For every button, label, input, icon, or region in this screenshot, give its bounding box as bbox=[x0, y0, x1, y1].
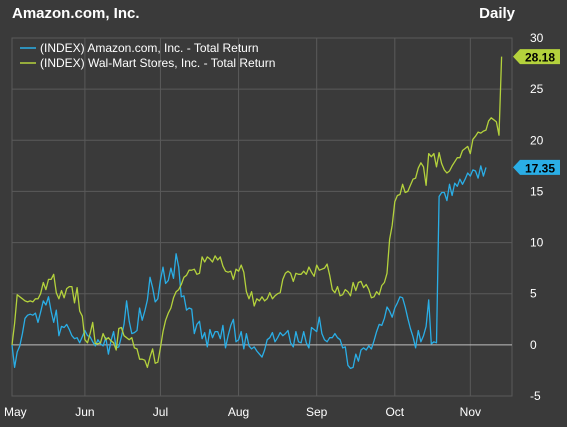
y-tick-label: 10 bbox=[530, 236, 544, 250]
walmart-last-value-badge-shape bbox=[513, 49, 560, 65]
x-tick-label: Nov bbox=[460, 405, 481, 419]
y-tick-label: -5 bbox=[530, 389, 541, 403]
y-tick-label: 15 bbox=[530, 184, 544, 198]
x-tick-label: Aug bbox=[228, 405, 249, 419]
y-tick-label: 5 bbox=[530, 287, 537, 301]
legend-entry-walmart: (INDEX) Wal-Mart Stores, Inc. - Total Re… bbox=[40, 56, 275, 70]
plot-frame bbox=[11, 37, 513, 397]
x-tick-label: Sep bbox=[306, 405, 328, 419]
amazon-last-value-badge-shape bbox=[513, 159, 560, 175]
frequency-label: Daily bbox=[479, 5, 515, 22]
x-tick-label: Jul bbox=[153, 405, 168, 419]
x-tick-label: May bbox=[4, 405, 27, 419]
chart-title: Amazon.com, Inc. bbox=[12, 5, 140, 22]
amazon-last-value-badge: 17.35 bbox=[525, 161, 555, 175]
y-tick-label: 25 bbox=[530, 82, 544, 96]
y-tick-label: 0 bbox=[530, 338, 537, 352]
walmart-series-line bbox=[11, 56, 503, 369]
amazon-series-line bbox=[11, 165, 487, 370]
walmart-last-value-badge: 28.18 bbox=[525, 51, 555, 65]
y-tick-label: 20 bbox=[530, 133, 544, 147]
x-tick-label: Oct bbox=[385, 405, 404, 419]
legend-entry-amazon: (INDEX) Amazon.com, Inc. - Total Return bbox=[40, 41, 259, 55]
x-tick-label: Jun bbox=[75, 405, 94, 419]
y-tick-label: 30 bbox=[530, 31, 544, 45]
